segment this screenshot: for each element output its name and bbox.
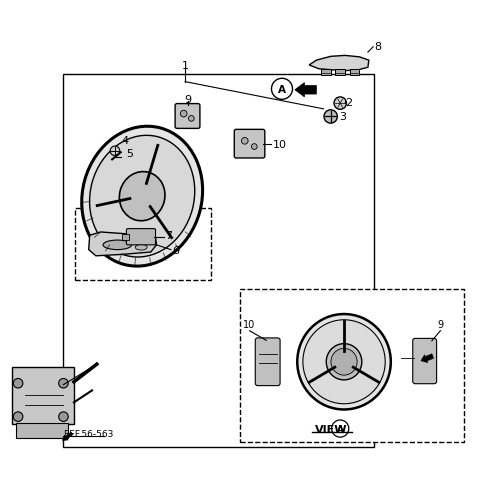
Bar	[122, 234, 129, 240]
Text: VIEW: VIEW	[315, 424, 348, 434]
Ellipse shape	[326, 344, 362, 380]
Polygon shape	[309, 56, 369, 72]
Text: A: A	[278, 85, 286, 94]
Ellipse shape	[90, 136, 195, 257]
Text: 1: 1	[181, 61, 189, 71]
Text: 10: 10	[273, 139, 287, 150]
Circle shape	[241, 138, 248, 145]
Circle shape	[252, 144, 257, 150]
Bar	[63, 76, 373, 447]
FancyArrow shape	[421, 354, 434, 363]
Circle shape	[110, 147, 120, 156]
Polygon shape	[89, 232, 156, 257]
Text: A: A	[336, 424, 344, 433]
Circle shape	[180, 111, 187, 118]
Circle shape	[59, 412, 68, 422]
Circle shape	[272, 79, 292, 100]
Ellipse shape	[135, 245, 147, 251]
FancyBboxPatch shape	[175, 105, 200, 129]
Circle shape	[324, 110, 337, 124]
Bar	[75, 209, 211, 280]
FancyArrow shape	[295, 83, 316, 98]
Bar	[12, 367, 74, 424]
Circle shape	[332, 420, 349, 437]
FancyBboxPatch shape	[234, 130, 265, 159]
Text: 8: 8	[374, 42, 381, 52]
Text: 5: 5	[126, 149, 133, 158]
Text: 9: 9	[437, 319, 444, 330]
Bar	[350, 70, 360, 76]
Ellipse shape	[120, 172, 165, 221]
Text: 3: 3	[339, 112, 346, 122]
Text: 9: 9	[184, 95, 191, 105]
Circle shape	[334, 98, 347, 110]
Bar	[16, 423, 68, 438]
FancyBboxPatch shape	[255, 338, 280, 386]
Circle shape	[189, 116, 194, 122]
Bar	[240, 289, 464, 442]
Ellipse shape	[331, 348, 357, 376]
Bar	[336, 70, 345, 76]
Text: 7: 7	[165, 231, 172, 241]
Bar	[321, 70, 331, 76]
Ellipse shape	[82, 127, 203, 267]
Circle shape	[59, 378, 68, 388]
Text: 4: 4	[121, 136, 128, 146]
Ellipse shape	[297, 315, 391, 409]
FancyArrow shape	[62, 432, 73, 440]
Text: 10: 10	[243, 319, 256, 330]
Text: REF.56-563: REF.56-563	[63, 429, 114, 438]
Ellipse shape	[303, 320, 385, 404]
Text: 2: 2	[345, 97, 352, 107]
Ellipse shape	[103, 241, 132, 250]
Circle shape	[13, 412, 23, 422]
Text: 6: 6	[172, 245, 179, 255]
FancyBboxPatch shape	[413, 339, 437, 384]
Circle shape	[13, 378, 23, 388]
FancyBboxPatch shape	[126, 229, 156, 245]
